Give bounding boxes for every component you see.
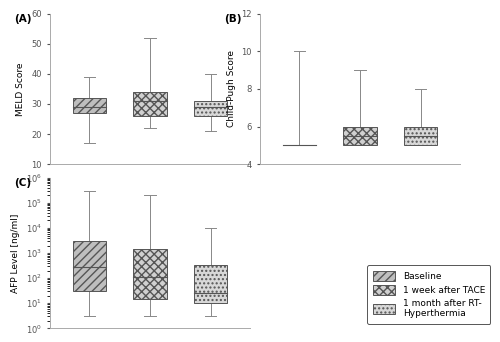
Text: (C): (C) <box>14 178 31 188</box>
Y-axis label: MELD Score: MELD Score <box>16 62 26 116</box>
Bar <box>194 101 228 116</box>
Text: (A): (A) <box>14 14 32 24</box>
Bar <box>344 127 376 145</box>
Bar <box>194 264 228 303</box>
Bar <box>404 127 438 145</box>
Bar <box>134 92 166 116</box>
Bar <box>72 98 106 113</box>
Y-axis label: AFP Level [ng/ml]: AFP Level [ng/ml] <box>11 213 20 293</box>
Bar <box>72 241 106 291</box>
Legend: Baseline, 1 week after TACE, 1 month after RT-
Hyperthermia: Baseline, 1 week after TACE, 1 month aft… <box>368 265 490 324</box>
Bar <box>134 249 166 299</box>
Y-axis label: Child-Pugh Score: Child-Pugh Score <box>226 50 235 128</box>
Text: (B): (B) <box>224 14 242 24</box>
